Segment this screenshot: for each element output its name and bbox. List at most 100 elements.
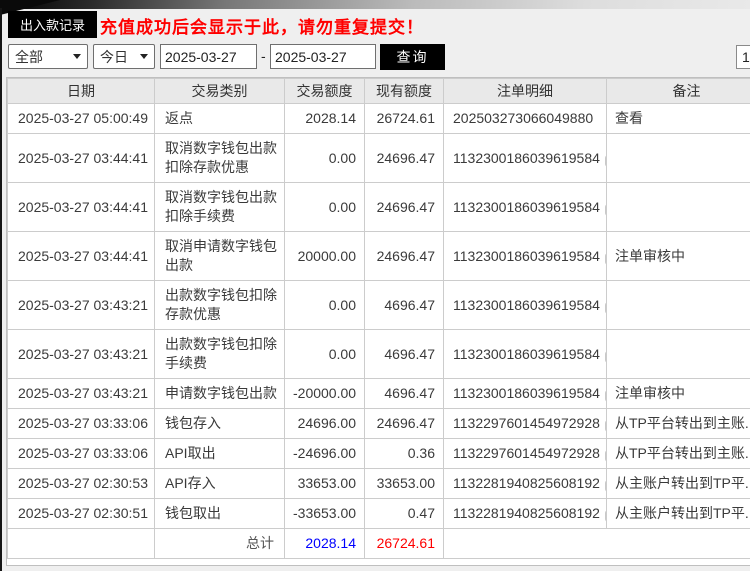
cell-transaction-amount-text: 2028.14 [305,110,356,126]
cell-transaction-amount: 0.00 [284,182,365,232]
cell-transaction-type-text: 钱包取出 [165,505,221,521]
cell-bet-detail-text: 1132300186039619584 [453,198,600,215]
cell-transaction-type-text: 出款数字钱包扣除存款优惠 [165,287,277,322]
cell-transaction-amount-text: 0.00 [328,296,356,313]
cell-transaction-amount-text: 24696.00 [297,415,356,431]
tab-deposit-withdrawal-records[interactable]: 出入款记录 [8,11,97,38]
cell-transaction-amount: 33653.00 [284,468,365,499]
cell-remark: 注单审核中 [606,231,750,281]
total-balance: 26724.61 [364,528,444,559]
remark-text: 注单审核中 [615,385,685,401]
date-from-input[interactable] [160,44,257,69]
table-row: 2025-03-27 03:44:41 取消申请数字钱包出款 20000.00 246… [7,231,750,281]
window-left-edge [0,8,2,571]
cell-date: 2025-03-27 05:00:49 [7,103,155,134]
cell-transaction-type-text: 取消数字钱包出款扣除手续费 [165,189,277,224]
cell-date: 2025-03-27 03:43:21 [7,378,155,409]
cell-transaction-amount-text: 20000.00 [297,247,356,264]
cell-transaction-type: 出款数字钱包扣除手续费 [154,329,285,379]
total-label: 总计 [154,528,285,559]
cell-current-balance-text: 24696.47 [376,149,435,166]
cell-remark [606,133,750,183]
cell-date: 2025-03-27 03:33:06 [7,408,155,439]
cell-current-balance-text: 26724.61 [376,110,435,126]
cell-transaction-amount: -20000.00 [284,378,365,409]
date-range-select[interactable]: 今日 [93,44,155,69]
cell-bet-detail: 1132300186039619584 [443,329,607,379]
remark-text: 从TP平台转出到主账... [615,415,750,431]
cell-date-text: 2025-03-27 02:30:51 [18,505,148,521]
table-row: 2025-03-27 03:43:21 申请数字钱包出款 -20000.00 4696… [7,378,750,409]
cell-date-text: 2025-03-27 05:00:49 [18,110,148,126]
cell-current-balance: 24696.47 [364,182,444,232]
cell-transaction-amount: -24696.00 [284,438,365,469]
copy-icon[interactable] [604,298,606,314]
cell-current-balance: 0.47 [364,498,444,529]
date-range-select-value: 今日 [100,48,128,65]
recharge-notice-text: 充值成功后会显示于此，请勿重复提交！ [100,18,424,37]
table-header-row: 日期 交易类别 交易额度 现有额度 注单明细 备注 [7,78,750,104]
copy-icon[interactable] [604,347,606,363]
table-row: 2025-03-27 02:30:51 钱包取出 -33653.00 0.47 1132… [7,498,750,529]
table-row: 2025-03-27 05:00:49 返点 2028.14 26724.61 2025… [7,103,750,134]
cell-transaction-type-text: 出款数字钱包扣除手续费 [165,336,277,371]
cell-current-balance: 4696.47 [364,280,444,330]
cell-transaction-amount-text: -33653.00 [293,505,357,521]
view-link[interactable]: 查看 [615,110,643,126]
cell-bet-detail-text: 1132297601454972928 [453,445,600,461]
column-header: 备注 [606,78,750,104]
cell-transaction-amount-text: 0.00 [328,345,356,362]
tab-label: 出入款记录 [19,18,85,33]
cell-current-balance-text: 0.47 [407,505,435,521]
cell-date: 2025-03-27 02:30:51 [7,498,155,529]
cell-bet-detail-text: 1132300186039619584 [453,385,600,401]
cell-bet-detail-text: 1132281940825608192 [453,505,600,521]
cell-date-text: 2025-03-27 03:44:41 [18,149,148,166]
cell-remark: 从TP平台转出到主账... [606,408,750,439]
cell-transaction-amount: 24696.00 [284,408,365,439]
cell-current-balance-text: 24696.47 [376,198,435,215]
cell-remark: 从主账户转出到TP平... [606,498,750,529]
cell-transaction-type: 申请数字钱包出款 [154,378,285,409]
cell-bet-detail: 1132281940825608192 [443,498,607,529]
cell-bet-detail: 202503273066049880 [443,103,607,134]
cell-date-text: 2025-03-27 02:30:53 [18,475,148,491]
table-row: 2025-03-27 03:44:41 取消数字钱包出款扣除手续费 0.00 2469… [7,182,750,232]
table-row: 2025-03-27 03:43:21 出款数字钱包扣除手续费 0.00 4696.4… [7,329,750,379]
cell-transaction-type: 取消数字钱包出款扣除手续费 [154,182,285,232]
copy-icon[interactable] [604,151,606,167]
cell-transaction-type-text: 申请数字钱包出款 [165,385,277,401]
page-number-input[interactable] [736,45,750,69]
cell-remark: 从主账户转出到TP平... [606,468,750,499]
cell-remark [606,280,750,330]
copy-icon[interactable] [604,249,606,265]
cell-transaction-amount: -33653.00 [284,498,365,529]
cell-current-balance: 33653.00 [364,468,444,499]
cell-transaction-type: 取消数字钱包出款扣除存款优惠 [154,133,285,183]
cell-transaction-type: 取消申请数字钱包出款 [154,231,285,281]
cell-bet-detail-text: 1132300186039619584 [453,296,600,313]
cell-bet-detail: 1132300186039619584 [443,280,607,330]
copy-icon[interactable] [604,200,606,216]
date-to-input[interactable] [270,44,376,69]
cell-date: 2025-03-27 03:44:41 [7,133,155,183]
transaction-type-select[interactable]: 全部 [8,44,88,69]
cell-transaction-type: 钱包存入 [154,408,285,439]
cell-date: 2025-03-27 03:43:21 [7,329,155,379]
cell-date-text: 2025-03-27 03:33:06 [18,415,148,431]
query-button[interactable]: 查询 [380,44,445,70]
cell-transaction-amount-text: 0.00 [328,149,356,166]
window-edge-gradient [0,0,750,9]
total-row: 总计 2028.14 26724.61 [7,528,750,559]
cell-current-balance-text: 0.36 [407,445,435,461]
table-row: 2025-03-27 02:30:53 API存入 33653.00 33653.00… [7,468,750,499]
cell-remark [606,329,750,379]
cell-date: 2025-03-27 02:30:53 [7,468,155,499]
cell-transaction-amount: 20000.00 [284,231,365,281]
cell-transaction-type-text: 返点 [165,110,193,126]
cell-current-balance-text: 24696.47 [376,415,435,431]
cell-bet-detail: 1132300186039619584 [443,378,607,409]
cell-remark: 注单审核中 [606,378,750,409]
cell-transaction-type: 返点 [154,103,285,134]
remark-text: 注单审核中 [615,247,685,264]
